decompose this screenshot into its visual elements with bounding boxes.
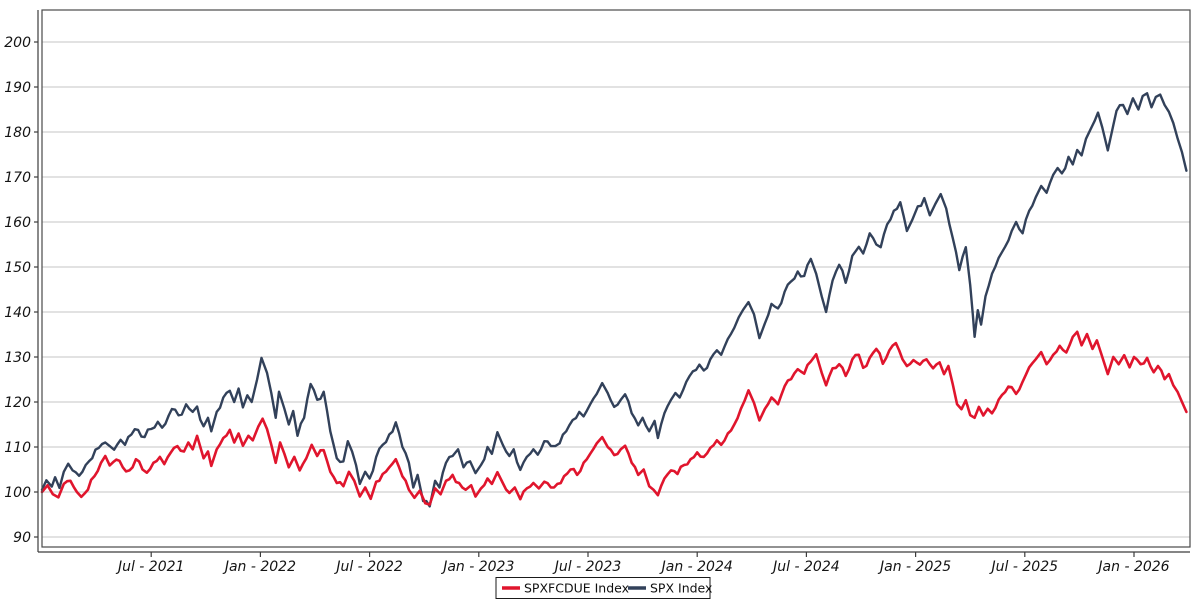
legend-label-spxfcdue: SPXFCDUE Index	[524, 581, 629, 596]
y-tick-label: 140	[4, 305, 31, 321]
x-tick-label: Jan - 2025	[877, 559, 951, 575]
plot-frame	[41, 9, 1191, 548]
y-tick-label: 180	[4, 125, 31, 141]
series-line-spx-index	[40, 92, 1188, 508]
y-tick-label: 190	[4, 80, 31, 96]
y-tick-label: 120	[4, 395, 31, 411]
x-tick-label: Jan - 2026	[1095, 559, 1169, 575]
x-tick-label: Jul - 2024	[770, 559, 839, 575]
x-tick-label: Jul - 2023	[552, 559, 621, 575]
x-tick-label: Jan - 2023	[440, 559, 514, 575]
y-tick-label: 90	[13, 530, 31, 546]
y-tick-label: 200	[4, 35, 31, 51]
y-axis-ticks: 90 100 110 120 130 140 150 160 170 180 190 200	[4, 35, 38, 546]
x-tick-label: Jul - 2025	[989, 559, 1059, 575]
series-line-spxfcdue-index	[40, 330, 1188, 506]
x-tick-label: Jul - 2022	[333, 559, 403, 575]
x-tick-label: Jan - 2022	[222, 559, 296, 575]
y-tick-label: 110	[4, 440, 31, 456]
series-lines	[40, 92, 1188, 508]
y-tick-label: 150	[4, 260, 31, 276]
y-tick-label: 170	[4, 170, 31, 186]
gridlines	[42, 41, 1190, 538]
legend-box	[495, 577, 711, 599]
x-axis-ticks: Jul - 2021 Jan - 2022 Jul - 2022 Jan - 2023…	[115, 552, 1170, 575]
legend-label-spx: SPX Index	[650, 581, 712, 596]
y-tick-label: 130	[4, 350, 31, 366]
y-tick-label: 100	[4, 485, 31, 501]
x-tick-label: Jul - 2021	[115, 559, 184, 575]
y-tick-label: 160	[4, 215, 31, 231]
legend: SPXFCDUE Index SPX Index	[495, 577, 712, 599]
x-tick-label: Jan - 2024	[659, 559, 733, 575]
